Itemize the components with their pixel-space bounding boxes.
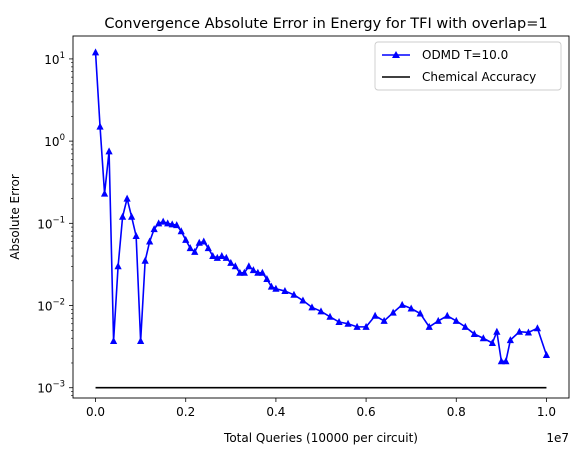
series-1-marker xyxy=(452,316,460,324)
series-1-marker xyxy=(91,48,100,56)
series-1-marker xyxy=(218,252,226,260)
series-1-marker xyxy=(353,322,361,330)
series-1-marker xyxy=(506,336,514,344)
legend-box xyxy=(374,41,562,91)
series-1-marker xyxy=(258,268,266,276)
series-1-marker xyxy=(159,217,167,225)
x-axis-label: Total Queries (10000 per circuit) xyxy=(223,431,418,445)
series-1-marker xyxy=(114,262,122,270)
y-tick-label: 10−1 xyxy=(37,215,65,231)
series-1-marker xyxy=(371,311,379,319)
x-tick-label: 0.6 xyxy=(357,405,376,419)
series-1-marker xyxy=(407,304,415,312)
y-tick-label: 10−2 xyxy=(37,298,65,314)
series-1-marker xyxy=(263,275,271,283)
series-1-marker xyxy=(398,300,406,308)
x-axis: 0.0 0.2 0.4 0.6 0.8 1.0 xyxy=(86,398,556,419)
series-1-marker xyxy=(425,322,433,330)
series-1-marker xyxy=(515,327,523,335)
legend-series-1-marker xyxy=(392,51,400,58)
series-1-marker xyxy=(132,232,140,240)
series-1-marker xyxy=(317,307,325,315)
series-1-marker xyxy=(222,253,230,261)
series-1-marker xyxy=(497,357,505,365)
series-1-marker xyxy=(100,189,109,197)
series-1-marker xyxy=(168,220,176,228)
series-1-marker xyxy=(344,319,352,327)
series-1-marker xyxy=(493,327,501,335)
y-axis: 10−3 10−2 10−1 100 101 xyxy=(37,51,73,396)
series-1-marker xyxy=(267,282,275,290)
x-tick-label: 1.0 xyxy=(537,405,556,419)
series-1-marker xyxy=(105,147,113,155)
chart-title: Convergence Absolute Error in Energy for… xyxy=(104,16,547,32)
series-1-marker xyxy=(109,337,118,345)
series-1-marker xyxy=(461,322,469,330)
series-1-marker xyxy=(479,334,487,342)
legend-series-1-label: ODMD T=10.0 xyxy=(422,48,508,62)
series-1-marker xyxy=(542,351,551,359)
series-1-marker xyxy=(191,247,199,255)
series-1-marker xyxy=(326,312,334,320)
y-tick-label: 100 xyxy=(44,133,65,149)
series-1-marker xyxy=(470,330,478,338)
series-1-marker xyxy=(249,266,257,274)
x-tick-label: 0.4 xyxy=(266,405,285,419)
series-1-marker xyxy=(290,290,298,298)
series-1-marker xyxy=(231,262,239,270)
series-1-marker xyxy=(308,303,316,311)
series-1-marker xyxy=(227,258,235,266)
series-1-marker xyxy=(141,256,149,264)
legend: ODMD T=10.0 Chemical Accuracy xyxy=(374,41,562,91)
series-1-marker xyxy=(389,308,397,316)
x-axis-offset-label: 1e7 xyxy=(546,431,569,445)
series-1-marker xyxy=(272,284,280,292)
y-axis-label: Absolute Error xyxy=(8,174,22,260)
series-1-marker xyxy=(502,357,510,365)
plot-frame xyxy=(72,35,570,399)
series-1-marker xyxy=(137,337,145,345)
series-1-marker xyxy=(380,316,388,324)
legend-series-2-label: Chemical Accuracy xyxy=(422,70,536,84)
series-1-marker xyxy=(150,225,158,233)
series-1-marker xyxy=(146,237,154,245)
series-1-marker xyxy=(335,318,343,326)
series-1-marker xyxy=(173,221,181,229)
x-tick-label: 0.0 xyxy=(86,405,105,419)
y-tick-label: 10−3 xyxy=(37,380,65,396)
series-1-marker xyxy=(186,244,194,252)
series-1-marker xyxy=(200,237,208,245)
series-1-marker xyxy=(182,235,190,243)
series-1-marker xyxy=(524,328,533,336)
series-1-marker xyxy=(281,287,289,295)
series-1-marker xyxy=(213,253,221,261)
series-1-marker xyxy=(123,194,131,202)
series-1-marker xyxy=(209,252,217,260)
series-1-marker xyxy=(533,324,542,332)
series-1-marker xyxy=(96,122,104,130)
series-1-marker xyxy=(245,262,253,270)
series-1-marker xyxy=(362,322,370,330)
x-tick-label: 0.8 xyxy=(447,405,466,419)
series-1-marker xyxy=(254,268,262,276)
series-1-marker xyxy=(119,212,127,220)
series-1-marker xyxy=(177,227,185,235)
series-1-marker xyxy=(204,244,212,252)
series-1-marker xyxy=(434,316,442,324)
series-1-marker xyxy=(299,296,307,304)
y-tick-label: 101 xyxy=(44,51,65,67)
plot-area xyxy=(91,48,551,389)
series-1-marker xyxy=(236,268,244,276)
series-1-marker xyxy=(164,219,172,227)
x-tick-label: 0.2 xyxy=(176,405,195,419)
series-1-marker xyxy=(416,309,424,317)
series-1-marker xyxy=(128,212,136,220)
series-1-marker xyxy=(240,268,248,276)
series-1-marker xyxy=(488,339,496,347)
series-1-marker xyxy=(443,311,451,319)
